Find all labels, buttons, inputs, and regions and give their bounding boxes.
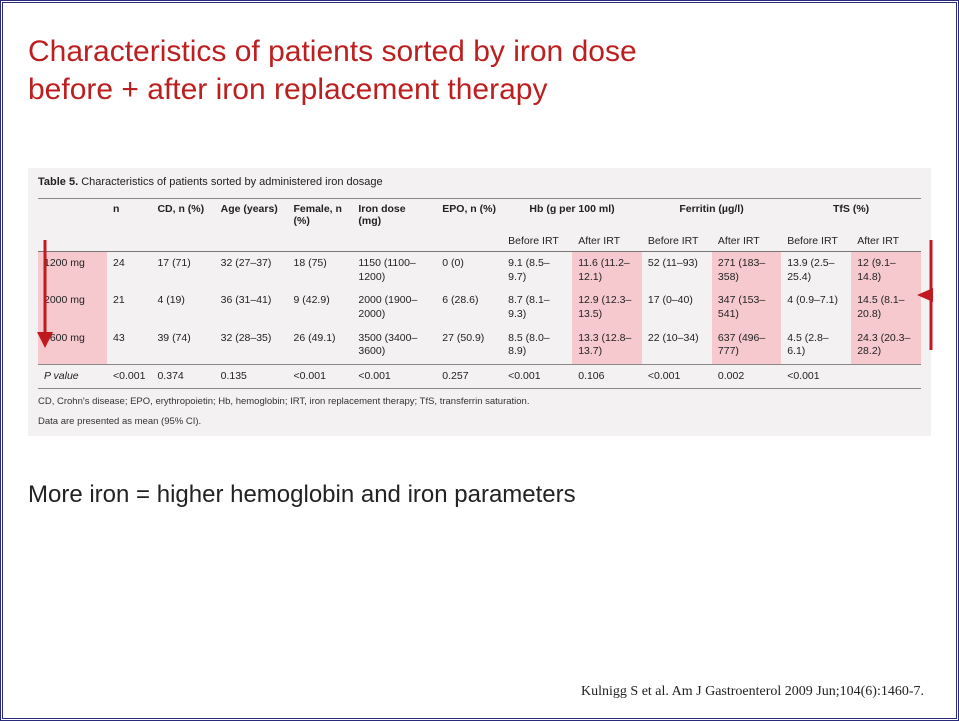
header-row-2: Before IRT After IRT Before IRT After IR…	[38, 231, 921, 252]
cell-fer-a: 347 (153–541)	[712, 289, 781, 326]
pval-dose: <0.001	[352, 364, 436, 389]
table-block: Table 5. Characteristics of patients sor…	[28, 168, 931, 436]
slide-title: Characteristics of patients sorted by ir…	[28, 33, 931, 108]
cell-female: 18 (75)	[288, 252, 353, 290]
th-blank	[38, 199, 107, 232]
th-dose: Iron dose (mg)	[352, 199, 436, 232]
cell-tfs-b: 4 (0.9–7.1)	[781, 289, 851, 326]
cell-tfs-b: 13.9 (2.5–25.4)	[781, 252, 851, 290]
th-tfs: TfS (%)	[781, 199, 921, 232]
cell-n: 43	[107, 327, 151, 365]
th-hb: Hb (g per 100 ml)	[502, 199, 642, 232]
pvalue-row: P value <0.001 0.374 0.135 <0.001 <0.001…	[38, 364, 921, 389]
cell-tfs-a: 24.3 (20.3–28.2)	[851, 327, 921, 365]
pval-age: 0.135	[215, 364, 288, 389]
th-hb-before: Before IRT	[502, 231, 572, 252]
table-wrap: Table 5. Characteristics of patients sor…	[28, 168, 931, 436]
th-age: Age (years)	[215, 199, 288, 232]
pval-hb-b: <0.001	[502, 364, 572, 389]
cell-hb-a: 13.3 (12.8–13.7)	[572, 327, 642, 365]
slide-frame: Characteristics of patients sorted by ir…	[0, 0, 959, 721]
cell-hb-b: 8.5 (8.0–8.9)	[502, 327, 572, 365]
cell-hb-a: 12.9 (12.3–13.5)	[572, 289, 642, 326]
th-fer-before: Before IRT	[642, 231, 712, 252]
cell-fer-b: 17 (0–40)	[642, 289, 712, 326]
cell-fer-b: 52 (11–93)	[642, 252, 712, 290]
th-n: n	[107, 199, 151, 232]
pval-label: P value	[38, 364, 107, 389]
cell-epo: 0 (0)	[436, 252, 502, 290]
cell-fer-b: 22 (10–34)	[642, 327, 712, 365]
pval-fer-a: 0.002	[712, 364, 781, 389]
cell-label: 3600 mg	[38, 327, 107, 365]
table-caption: Table 5. Characteristics of patients sor…	[38, 176, 921, 188]
cell-dose: 2000 (1900–2000)	[352, 289, 436, 326]
table-caption-bold: Table 5.	[38, 176, 78, 188]
header-row-1: n CD, n (%) Age (years) Female, n (%) Ir…	[38, 199, 921, 232]
cell-dose: 3500 (3400–3600)	[352, 327, 436, 365]
cell-female: 26 (49.1)	[288, 327, 353, 365]
cell-tfs-b: 4.5 (2.8–6.1)	[781, 327, 851, 365]
table-row: 3600 mg 43 39 (74) 32 (28–35) 26 (49.1) …	[38, 327, 921, 365]
pval-n: <0.001	[107, 364, 151, 389]
data-table: n CD, n (%) Age (years) Female, n (%) Ir…	[38, 198, 921, 389]
cell-cd: 17 (71)	[151, 252, 214, 290]
cell-fer-a: 271 (183–358)	[712, 252, 781, 290]
cell-tfs-a: 14.5 (8.1–20.8)	[851, 289, 921, 326]
table-row: 1200 mg 24 17 (71) 32 (27–37) 18 (75) 11…	[38, 252, 921, 290]
cell-n: 24	[107, 252, 151, 290]
cell-age: 36 (31–41)	[215, 289, 288, 326]
cell-cd: 39 (74)	[151, 327, 214, 365]
cell-hb-b: 8.7 (8.1–9.3)	[502, 289, 572, 326]
cell-dose: 1150 (1100–1200)	[352, 252, 436, 290]
cell-epo: 27 (50.9)	[436, 327, 502, 365]
table-row: 2000 mg 21 4 (19) 36 (31–41) 9 (42.9) 20…	[38, 289, 921, 326]
table-footnote-1: CD, Crohn's disease; EPO, erythropoietin…	[38, 395, 921, 408]
cell-hb-b: 9.1 (8.5–9.7)	[502, 252, 572, 290]
pval-fer-b: <0.001	[642, 364, 712, 389]
th-fer-after: After IRT	[712, 231, 781, 252]
th-hb-after: After IRT	[572, 231, 642, 252]
cell-female: 9 (42.9)	[288, 289, 353, 326]
th-female: Female, n (%)	[288, 199, 353, 232]
cell-hb-a: 11.6 (11.2–12.1)	[572, 252, 642, 290]
th-cd: CD, n (%)	[151, 199, 214, 232]
cell-age: 32 (28–35)	[215, 327, 288, 365]
cell-fer-a: 637 (496–777)	[712, 327, 781, 365]
th-epo: EPO, n (%)	[436, 199, 502, 232]
pval-female: <0.001	[288, 364, 353, 389]
title-line2: before + after iron replacement therapy	[28, 73, 547, 106]
table-caption-rest: Characteristics of patients sorted by ad…	[78, 176, 383, 188]
pval-cd: 0.374	[151, 364, 214, 389]
cell-cd: 4 (19)	[151, 289, 214, 326]
cell-epo: 6 (28.6)	[436, 289, 502, 326]
cell-n: 21	[107, 289, 151, 326]
pval-tfs-b: <0.001	[781, 364, 851, 389]
citation-text: Kulnigg S et al. Am J Gastroenterol 2009…	[581, 684, 924, 700]
th-ferritin: Ferritin (µg/l)	[642, 199, 781, 232]
cell-label: 2000 mg	[38, 289, 107, 326]
pval-tfs-a	[851, 364, 921, 389]
pval-epo: 0.257	[436, 364, 502, 389]
conclusion-text: More iron = higher hemoglobin and iron p…	[28, 481, 931, 509]
cell-label: 1200 mg	[38, 252, 107, 290]
table-footnote-2: Data are presented as mean (95% CI).	[38, 415, 921, 428]
cell-age: 32 (27–37)	[215, 252, 288, 290]
th-tfs-after: After IRT	[851, 231, 921, 252]
cell-tfs-a: 12 (9.1–14.8)	[851, 252, 921, 290]
pval-hb-a: 0.106	[572, 364, 642, 389]
th-tfs-before: Before IRT	[781, 231, 851, 252]
title-line1: Characteristics of patients sorted by ir…	[28, 35, 637, 68]
